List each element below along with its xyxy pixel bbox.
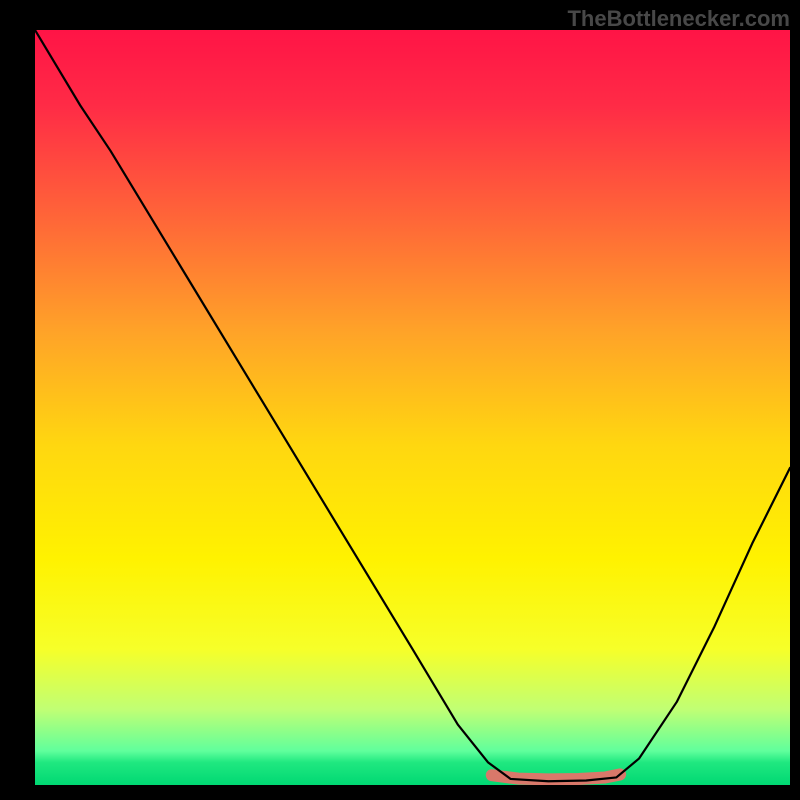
- watermark-text: TheBottlenecker.com: [567, 6, 790, 32]
- plot-area: [35, 30, 790, 785]
- bottleneck-curve: [35, 30, 790, 781]
- curves-layer: [35, 30, 790, 785]
- chart-container: { "watermark": { "text": "TheBottlenecke…: [0, 0, 800, 800]
